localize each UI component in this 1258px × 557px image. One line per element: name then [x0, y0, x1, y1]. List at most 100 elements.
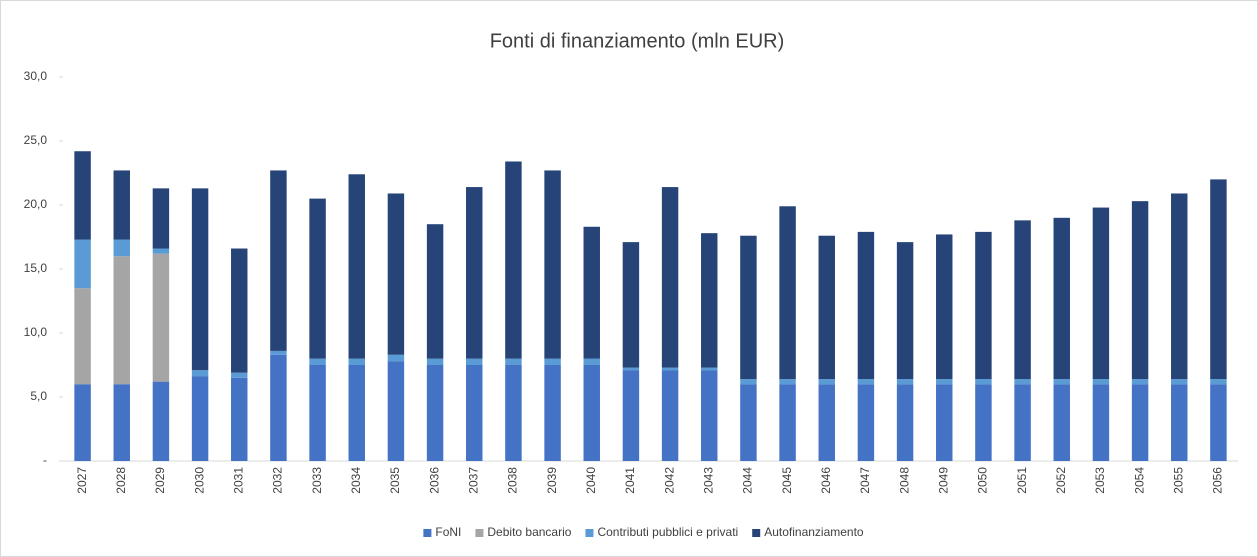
bar-segment	[191, 188, 209, 371]
bar-segment	[387, 361, 405, 461]
bar-segment	[113, 384, 130, 461]
x-tick-label: 2050	[976, 467, 990, 494]
x-tick-label: 2046	[819, 467, 833, 494]
bar-segment	[1053, 384, 1070, 461]
bar-segment	[544, 365, 561, 461]
bar-segment	[505, 365, 522, 461]
bar-segment	[1053, 379, 1070, 385]
legend-swatch	[423, 529, 432, 537]
bar-segment	[231, 372, 248, 378]
y-tick-label: 5,0	[30, 389, 47, 403]
bar-segment	[1171, 193, 1188, 380]
bar-segment	[975, 379, 992, 385]
bar-segment	[896, 242, 914, 380]
bar-segment	[426, 358, 444, 365]
bar-segment	[1014, 220, 1031, 380]
bar-segment	[1131, 384, 1149, 461]
x-tick-label: 2043	[701, 467, 715, 494]
x-tick-label: 2039	[545, 467, 559, 494]
bar-segment	[231, 248, 248, 373]
bar-segment	[936, 384, 953, 461]
y-tick-label: 15,0	[24, 261, 48, 275]
x-tick-label: 2047	[858, 467, 872, 494]
bar-segment	[857, 384, 875, 461]
x-tick-label: 2031	[231, 467, 245, 494]
bar-segment	[544, 170, 561, 359]
bar-segment	[857, 379, 875, 385]
bar-segment	[74, 288, 91, 385]
x-tick-label: 2048	[897, 467, 911, 494]
bar-segment	[896, 384, 914, 461]
bar-segment	[740, 379, 757, 385]
bar-segment	[975, 384, 992, 461]
bar-segment	[1210, 384, 1227, 461]
bar-segment	[348, 174, 365, 359]
bar-segment	[466, 358, 483, 365]
bar-segment	[701, 233, 718, 368]
bar-segment	[1131, 201, 1149, 380]
bar-segment	[466, 365, 483, 461]
bar-segment	[1131, 379, 1149, 385]
x-tick-label: 2053	[1093, 467, 1107, 494]
bar-segment	[426, 224, 444, 359]
x-tick-label: 2049	[936, 467, 950, 494]
bar-segment	[113, 170, 130, 240]
bar-segment	[936, 234, 953, 380]
legend-swatch	[475, 529, 484, 537]
bar-segment	[740, 384, 757, 461]
bar-segment	[191, 370, 209, 377]
bar-segment	[1210, 179, 1227, 380]
bar-segment	[779, 206, 796, 380]
bar-segment	[505, 358, 522, 365]
bar-segment	[387, 354, 405, 362]
x-tick-label: 2029	[153, 467, 167, 494]
x-tick-label: 2037	[466, 467, 480, 494]
bar-segment	[622, 370, 640, 461]
bar-segment	[1171, 384, 1188, 461]
x-tick-label: 2028	[114, 467, 128, 494]
y-tick-label: 20,0	[24, 197, 48, 211]
bar-segment	[152, 381, 170, 461]
bar-segment	[622, 367, 640, 371]
bar-segment	[779, 384, 796, 461]
bar-segment	[661, 367, 679, 371]
bar-segment	[583, 226, 600, 359]
bar-segment	[975, 231, 992, 380]
x-tick-label: 2034	[349, 467, 363, 494]
bar-segment	[231, 377, 248, 461]
bar-segment	[818, 379, 835, 385]
x-tick-label: 2056	[1211, 467, 1225, 494]
x-tick-label: 2030	[192, 467, 206, 494]
bar-segment	[1092, 379, 1110, 385]
bar-segment	[348, 358, 365, 365]
x-tick-label: 2054	[1132, 467, 1146, 494]
bar-segment	[1171, 379, 1188, 385]
bar-segment	[152, 188, 170, 249]
bar-segment	[309, 365, 326, 461]
x-tick-label: 2051	[1015, 467, 1029, 494]
bar-segment	[1053, 217, 1070, 380]
bar-segment	[779, 379, 796, 385]
bar-segment	[309, 358, 326, 365]
bar-segment	[191, 376, 209, 461]
bar-segment	[583, 358, 600, 365]
bar-segment	[818, 235, 835, 380]
y-tick-label: 30,0	[24, 69, 48, 83]
bar-segment	[701, 367, 718, 371]
bar-segment	[152, 248, 170, 254]
bar-segment	[152, 253, 170, 382]
legend-label: Contributi pubblici e privati	[597, 525, 738, 539]
bar-segment	[74, 239, 91, 289]
bar-segment	[1092, 384, 1110, 461]
bar-segment	[583, 365, 600, 461]
bar-segment	[270, 354, 287, 461]
bar-segment	[857, 231, 875, 380]
x-tick-label: 2045	[780, 467, 794, 494]
bar-segment	[348, 365, 365, 461]
x-tick-label: 2027	[75, 467, 89, 494]
bar-segment	[309, 198, 326, 359]
legend-label: Debito bancario	[487, 525, 571, 539]
chart-title: Fonti di finanziamento (mln EUR)	[490, 30, 785, 52]
bar-segment	[1014, 379, 1031, 385]
y-tick-label: 10,0	[24, 325, 48, 339]
